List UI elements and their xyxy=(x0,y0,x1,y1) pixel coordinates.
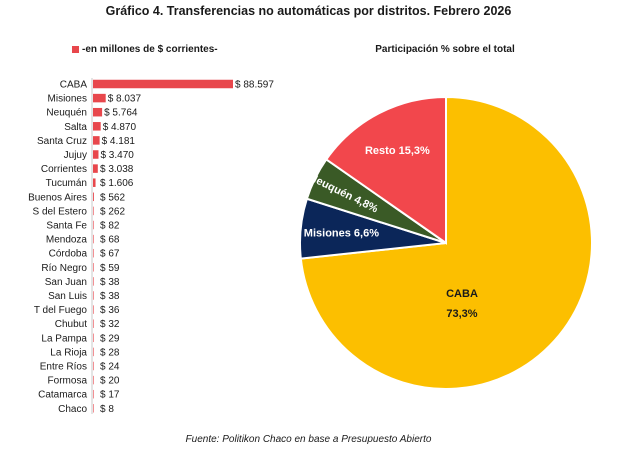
bar xyxy=(93,122,101,131)
bar-category-label: T del Fuego xyxy=(34,305,88,316)
pie-title: Participación % sobre el total xyxy=(375,44,515,55)
bar-category-label: Tucumán xyxy=(46,178,87,189)
bar-category-label: La Rioja xyxy=(50,347,87,358)
bar-category-label: Río Negro xyxy=(41,263,87,274)
bar-category-label: Formosa xyxy=(48,376,88,387)
legend-label: -en millones de $ corrientes- xyxy=(82,44,218,55)
bar-category-label: S del Estero xyxy=(33,206,88,217)
bar-value-label: $ 38 xyxy=(100,291,120,302)
bar-value-label: $ 28 xyxy=(100,347,120,358)
bar-value-label: $ 36 xyxy=(100,305,120,316)
bar-value-label: $ 4.870 xyxy=(103,122,137,133)
bar-category-label: Corrientes xyxy=(41,164,87,175)
bar-category-label: Chubut xyxy=(55,319,87,330)
bar xyxy=(93,164,98,173)
bar-category-label: Entre Ríos xyxy=(40,362,87,373)
bar-value-label: $ 88.597 xyxy=(235,80,274,91)
bar-value-label: $ 17 xyxy=(100,390,120,401)
bar xyxy=(93,107,103,117)
bar-chart: CABA $ 88.597 Misiones $ 8.037 Neuquén $ 5.76… xyxy=(28,78,274,415)
bar-value-label: $ 562 xyxy=(100,192,125,203)
bar xyxy=(93,361,94,371)
bar-category-label: San Luis xyxy=(48,291,87,302)
bar-category-label: CABA xyxy=(60,80,88,91)
bar xyxy=(93,389,94,399)
bar xyxy=(93,150,99,159)
bar-value-label: $ 24 xyxy=(100,362,120,373)
bar xyxy=(93,277,94,286)
bar xyxy=(93,404,94,413)
bar-category-label: Salta xyxy=(64,122,87,133)
bar xyxy=(93,263,94,272)
bar xyxy=(93,192,94,202)
bar-value-label: $ 3.038 xyxy=(100,164,134,175)
bar xyxy=(93,220,94,230)
bar-category-label: Santa Cruz xyxy=(37,136,87,147)
bar-value-label: $ 32 xyxy=(100,319,120,330)
bar xyxy=(93,333,94,343)
bar-value-label: $ 29 xyxy=(100,333,120,344)
pie-slice-resto xyxy=(324,95,447,245)
bar xyxy=(93,347,94,357)
bar-value-label: $ 4.181 xyxy=(102,136,136,147)
bar-value-label: $ 67 xyxy=(100,249,120,260)
bar xyxy=(93,375,94,385)
bar xyxy=(93,291,94,300)
pie-label-misiones: Misiones 6,6% xyxy=(304,227,379,239)
bar-legend: -en millones de $ corrientes- xyxy=(72,44,218,55)
bar-category-label: La Pampa xyxy=(41,333,87,344)
bar-value-label: $ 38 xyxy=(100,277,120,288)
bar-category-label: Santa Fe xyxy=(46,221,87,232)
source-note: Fuente: Politikon Chaco en base a Presup… xyxy=(185,434,432,445)
bar-category-label: Catamarca xyxy=(38,390,87,401)
bar-category-label: Misiones xyxy=(48,94,87,105)
bar-value-label: $ 8.037 xyxy=(108,94,142,105)
bar-value-label: $ 8 xyxy=(100,404,114,415)
pie-label-caba-value: 73,3% xyxy=(446,308,477,320)
bar xyxy=(93,136,100,145)
legend-swatch xyxy=(72,46,79,53)
bar xyxy=(93,79,233,89)
bar xyxy=(93,248,94,258)
pie-label-resto: Resto 15,3% xyxy=(365,145,430,157)
bar-value-label: $ 82 xyxy=(100,221,120,232)
bar-category-label: San Juan xyxy=(45,277,87,288)
bar-category-label: Neuquén xyxy=(46,108,87,119)
bar xyxy=(93,305,94,314)
bar-value-label: $ 1.606 xyxy=(100,178,134,189)
bar-value-label: $ 68 xyxy=(100,235,120,246)
pie-label-caba-name: CABA xyxy=(446,288,478,300)
bar-value-label: $ 5.764 xyxy=(104,108,138,119)
bar-value-label: $ 20 xyxy=(100,376,120,387)
bar xyxy=(93,319,94,328)
bar-category-label: Buenos Aires xyxy=(28,192,87,203)
bar-value-label: $ 3.470 xyxy=(100,150,134,161)
bar-category-label: Córdoba xyxy=(49,249,88,260)
bar xyxy=(93,206,94,216)
chart-title: Gráfico 4. Transferencias no automáticas… xyxy=(105,4,512,18)
bar-category-label: Jujuy xyxy=(64,150,87,161)
bar-value-label: $ 59 xyxy=(100,263,120,274)
bar-value-label: $ 262 xyxy=(100,206,125,217)
bar-category-label: Mendoza xyxy=(46,235,88,246)
bar-category-label: Chaco xyxy=(58,404,87,415)
bar xyxy=(93,178,96,187)
bar xyxy=(93,234,94,244)
bar xyxy=(93,93,106,103)
